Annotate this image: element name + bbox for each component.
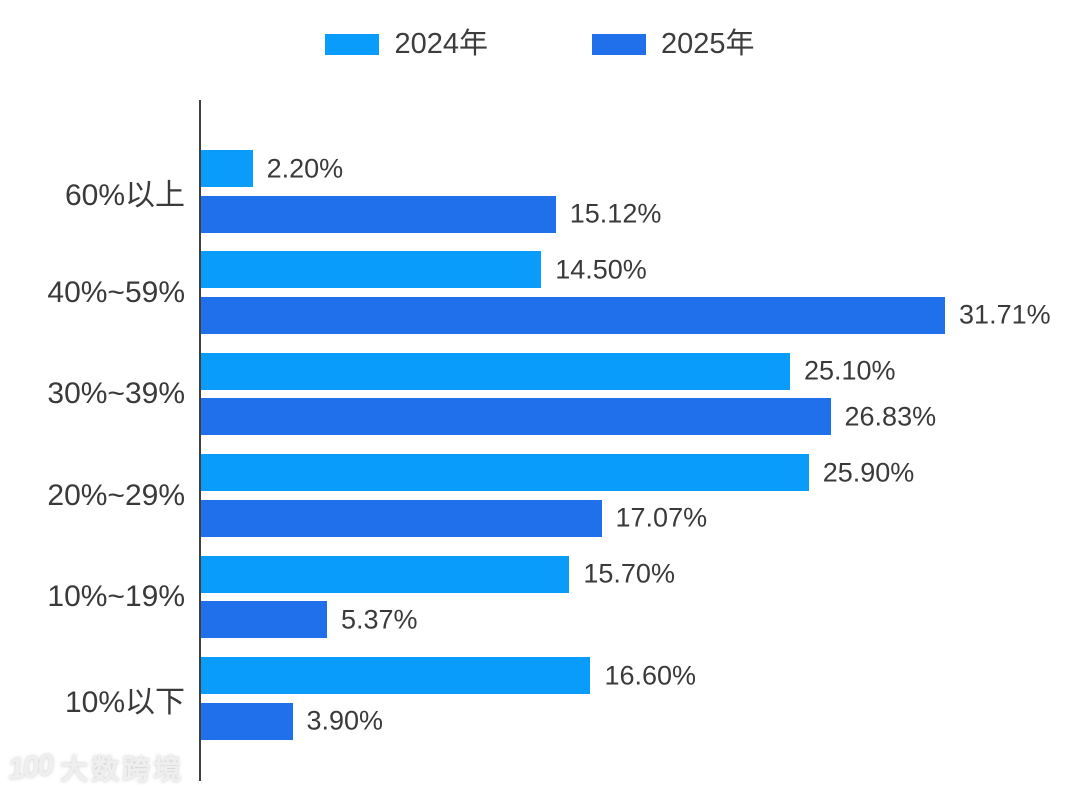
bar-2024年 xyxy=(201,555,570,593)
value-label: 26.83% xyxy=(844,401,937,432)
bar-2025年 xyxy=(201,398,831,436)
legend-item-2024: 2024年 xyxy=(325,30,488,59)
bar-row: 5.37% xyxy=(201,601,1061,639)
bar-2025年 xyxy=(201,195,556,233)
category-label: 40%~59% xyxy=(47,275,185,309)
value-label: 14.50% xyxy=(555,254,647,285)
plot-area: 2.20% 15.12% 14.50% 31.71% 25.10% 26.83% 25.90… xyxy=(201,150,1061,758)
category-label: 10%~19% xyxy=(47,580,185,614)
value-label: 15.12% xyxy=(569,198,662,229)
bar-row: 25.10% xyxy=(201,352,1061,390)
bar-row: 15.12% xyxy=(201,195,1061,233)
legend-label-2024: 2024年 xyxy=(394,28,488,60)
y-axis-line xyxy=(199,100,201,781)
bar-row: 3.90% xyxy=(201,702,1061,740)
bar-row: 31.71% xyxy=(201,296,1061,334)
value-label: 2.20% xyxy=(266,153,344,183)
bar-2024年 xyxy=(201,352,790,390)
bar-2025年 xyxy=(201,702,293,740)
value-label: 3.90% xyxy=(306,705,384,736)
bar-row: 15.70% xyxy=(201,555,1061,593)
category-label: 10%以下 xyxy=(64,685,185,719)
bar-row: 16.60% xyxy=(201,657,1061,694)
legend-label-2025: 2025年 xyxy=(661,28,755,60)
bar-row: 17.07% xyxy=(201,499,1061,537)
bar-2025年 xyxy=(201,499,602,537)
value-label: 5.37% xyxy=(341,604,418,635)
value-label: 31.71% xyxy=(959,299,1051,330)
value-label: 15.70% xyxy=(583,558,675,589)
value-label: 16.60% xyxy=(604,660,697,690)
legend-swatch-2025 xyxy=(592,34,646,55)
bar-2024年 xyxy=(201,657,591,694)
bar-row: 25.90% xyxy=(201,454,1061,492)
category-label: 30%~39% xyxy=(47,377,185,411)
watermark: 100 大数跨境 xyxy=(6,748,185,788)
bar-row: 26.83% xyxy=(201,398,1061,436)
legend-swatch-2024 xyxy=(325,34,380,55)
bar-row: 14.50% xyxy=(201,251,1061,289)
bar-row: 2.20% xyxy=(201,150,1061,187)
bar-2024年 xyxy=(201,454,809,492)
legend: 2024年 2025年 xyxy=(0,30,1080,59)
category-label: 20%~29% xyxy=(47,478,185,512)
value-label: 25.90% xyxy=(822,457,915,488)
category-label: 60%以上 xyxy=(64,178,185,212)
legend-item-2025: 2025年 xyxy=(592,30,755,59)
bar-2025年 xyxy=(201,296,946,334)
watermark-logo-icon: 100 xyxy=(6,748,54,787)
value-label: 17.07% xyxy=(615,502,708,533)
watermark-text: 大数跨境 xyxy=(60,754,185,785)
bar-2024年 xyxy=(201,251,542,289)
bar-2024年 xyxy=(201,150,253,187)
bar-2025年 xyxy=(201,601,327,639)
value-label: 25.10% xyxy=(803,355,896,386)
